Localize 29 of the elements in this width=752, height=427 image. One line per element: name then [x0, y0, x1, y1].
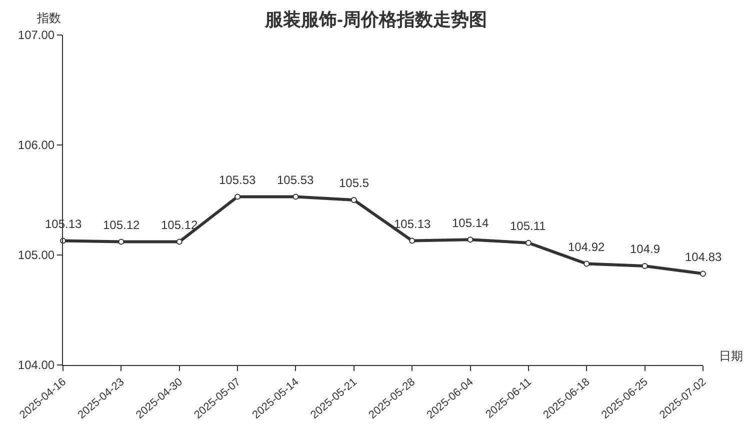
chart-title: 服装服饰-周价格指数走势图	[264, 9, 487, 30]
data-label: 105.12	[103, 218, 140, 232]
point	[467, 236, 474, 243]
data-label: 105.53	[277, 173, 314, 187]
point	[700, 270, 706, 277]
data-label: 104.83	[685, 250, 722, 264]
y-tick-label: 105.00	[18, 248, 55, 262]
y-tick-label: 104.00	[18, 358, 55, 372]
data-label: 105.11	[510, 219, 546, 233]
point	[350, 197, 357, 203]
data-label: 105.13	[394, 217, 432, 231]
data-label: 105.14	[452, 216, 490, 230]
data-label: 105.12	[161, 218, 198, 232]
point	[234, 194, 241, 200]
data-label: 105.53	[219, 173, 256, 187]
y-tick-label: 106.00	[18, 138, 55, 152]
data-label: 104.9	[630, 242, 660, 256]
x-axis-title: 日期	[719, 349, 743, 363]
data-label: 105.5	[339, 176, 370, 190]
y-tick-label: 107.00	[18, 28, 55, 42]
point	[409, 238, 416, 244]
point	[118, 238, 124, 245]
point	[642, 263, 648, 269]
y-axis-title: 指数	[36, 11, 61, 25]
point	[176, 238, 182, 245]
point	[525, 240, 532, 246]
data-label: 104.92	[568, 240, 606, 254]
point	[292, 194, 299, 200]
point	[584, 260, 590, 267]
